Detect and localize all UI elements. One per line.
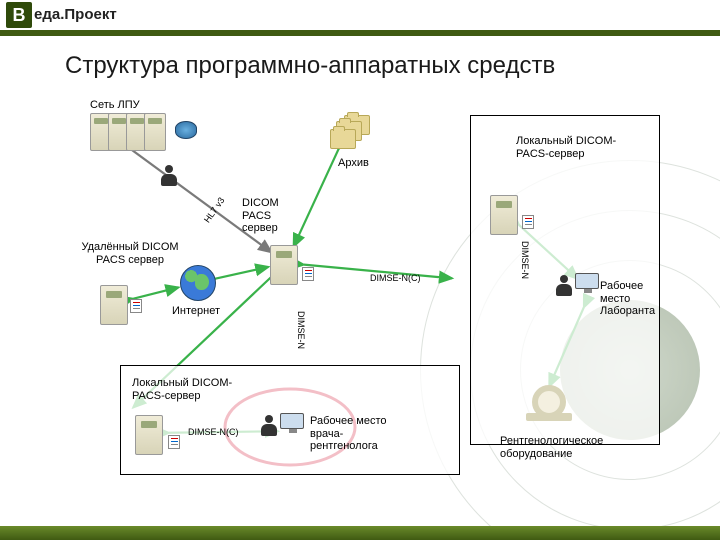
label-local_pacs_right: Локальный DICOM- PACS-сервер <box>516 135 616 160</box>
monitor-icon <box>280 413 306 435</box>
document-icon <box>302 267 314 281</box>
label-lpu_net: Сеть ЛПУ <box>90 99 140 112</box>
server-icon <box>490 195 518 235</box>
page-title: Структура программно-аппаратных средств <box>65 52 555 80</box>
logo-mark: В <box>6 2 32 28</box>
header-bar: В еда.Проект <box>0 0 720 36</box>
protocol-label: DIMSE-N <box>520 241 530 279</box>
monitor-icon <box>575 273 601 295</box>
server-icon <box>100 285 128 325</box>
mri-icon <box>526 385 572 425</box>
label-dicom_pacs: DICOM PACS сервер <box>242 197 279 235</box>
edge <box>133 287 178 298</box>
server-icon <box>270 245 298 285</box>
server-icon <box>135 415 163 455</box>
person-icon <box>160 165 178 187</box>
edge <box>214 267 269 279</box>
document-icon <box>130 299 142 313</box>
archive-icon <box>330 115 374 151</box>
label-lab_ws: Рабочее место Лаборанта <box>600 280 655 318</box>
edge <box>294 149 339 246</box>
slide: В еда.Проект Структура программно-аппара… <box>0 0 720 540</box>
protocol-label: HL7 v3 <box>202 195 227 224</box>
footer-bar <box>0 526 720 540</box>
document-icon <box>168 435 180 449</box>
label-archive: Архив <box>338 157 369 170</box>
person-icon <box>555 275 573 297</box>
disk-icon <box>175 121 197 139</box>
label-internet: Интернет <box>172 305 220 318</box>
label-xray_eq: Рентгенологическое оборудование <box>500 435 603 460</box>
label-radiologist_ws: Рабочее место врача- рентгенолога <box>310 415 387 453</box>
server-cluster-icon <box>90 113 162 156</box>
person-icon <box>260 415 278 437</box>
diagram: HL7 v3 DIMSE-N(C) DIMSE-N DIMSE-N DIMSE-N(C)… <box>60 95 670 500</box>
label-remote_pacs: Удалённый DICOM PACS сервер <box>60 241 200 266</box>
logo-text: еда.Проект <box>34 6 117 23</box>
document-icon <box>522 215 534 229</box>
protocol-label: DIMSE-N(C) <box>370 273 421 283</box>
globe-icon <box>180 265 216 301</box>
label-local_pacs_left: Локальный DICOM- PACS-сервер <box>132 377 232 402</box>
protocol-label: DIMSE-N <box>296 311 306 349</box>
protocol-label: DIMSE-N(C) <box>188 427 239 437</box>
